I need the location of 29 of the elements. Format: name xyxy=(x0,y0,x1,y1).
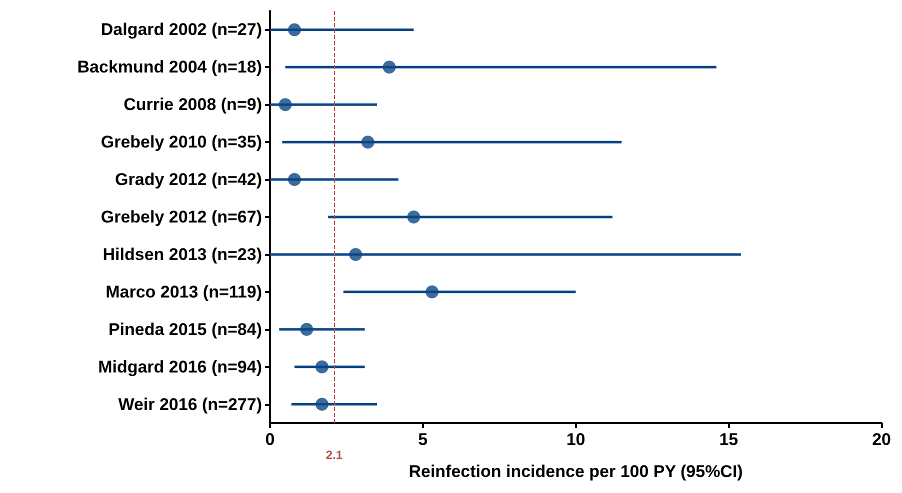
x-tick-label: 10 xyxy=(566,430,586,449)
point xyxy=(300,322,314,336)
y-tick-label: Grebely 2010 (n=35) xyxy=(100,132,262,152)
y-tick-label: Weir 2016 (n=277) xyxy=(118,394,262,414)
point xyxy=(349,248,362,261)
y-tick-label: Backmund 2004 (n=18) xyxy=(77,58,262,77)
x-tick-label: 15 xyxy=(719,430,738,449)
y-tick-label: Grady 2012 (n=42) xyxy=(115,170,262,190)
y-tick-label: Dalgard 2002 (n=27) xyxy=(100,20,262,40)
y-tick-label: Currie 2008 (n=9) xyxy=(124,95,262,114)
point xyxy=(288,173,301,186)
point xyxy=(426,285,439,298)
y-tick-label: Pineda 2015 (n=84) xyxy=(108,320,262,339)
x-tick-label: 5 xyxy=(418,430,428,449)
y-tick-label: Hildsen 2013 (n=23) xyxy=(102,244,262,264)
ref-line-label: 2.1 xyxy=(326,448,343,462)
point xyxy=(288,23,301,36)
point xyxy=(278,98,292,112)
point xyxy=(382,60,396,74)
y-tick-label: Marco 2013 (n=119) xyxy=(106,282,262,302)
x-axis-title: Reinfection incidence per 100 PY (95%CI) xyxy=(408,462,743,481)
x-tick-label: 0 xyxy=(265,430,275,449)
point xyxy=(361,136,374,149)
x-tick-label: 20 xyxy=(872,430,892,449)
point xyxy=(407,210,420,224)
point xyxy=(315,398,328,411)
point xyxy=(315,360,328,374)
y-tick-label: Grebely 2012 (n=67) xyxy=(100,208,262,226)
y-tick-label: Midgard 2016 (n=94) xyxy=(98,357,262,376)
